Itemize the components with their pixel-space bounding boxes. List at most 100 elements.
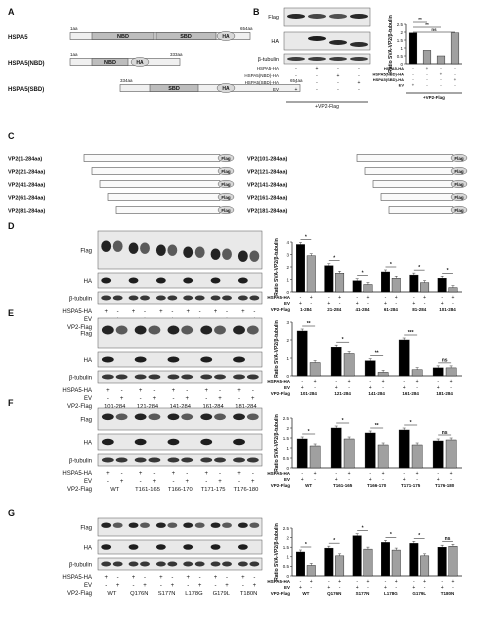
condition-sign: + [198, 583, 202, 589]
significance-mark: * [333, 538, 335, 544]
band [128, 561, 139, 567]
condition-sign: - [238, 479, 240, 485]
condition-sign: + [395, 579, 398, 585]
band [155, 544, 166, 550]
condition-sign: + [412, 585, 415, 591]
category-label: T171-175 [401, 483, 421, 488]
y-tick-label: 0 [286, 466, 289, 471]
condition-sign: - [358, 73, 360, 79]
bar [436, 55, 446, 65]
condition-sign: - [144, 575, 146, 581]
condition-sign: + [327, 301, 330, 307]
condition-sign: - [242, 583, 244, 589]
condition-sign: - [382, 477, 384, 483]
condition-sign: + [225, 583, 229, 589]
band [214, 413, 226, 421]
group-label: S177N [158, 591, 176, 597]
condition-sign: - [300, 295, 302, 301]
condition-sign: - [454, 83, 456, 88]
band [155, 277, 166, 284]
category-label: 161-284 [402, 391, 419, 396]
bar-ev [352, 535, 362, 577]
condition-sign: + [423, 295, 426, 301]
band [101, 325, 114, 335]
panel-label-D: D [8, 221, 15, 231]
condition-sign: - [117, 575, 119, 581]
blot-box [97, 453, 263, 467]
condition-label: HSPA5-HA [257, 66, 279, 71]
condition-sign: + [251, 396, 255, 402]
bar-ev [409, 274, 419, 293]
significance-mark: ** [375, 351, 379, 357]
band [181, 457, 194, 463]
significance-mark: * [362, 271, 364, 277]
bar-hspa5-ha [309, 362, 321, 377]
construct-name: HSPA5(SBD) [8, 87, 44, 93]
domain-label: NBD [104, 60, 116, 66]
construct-end: 333aa [170, 52, 183, 57]
flag-tag-label: Flag [454, 156, 464, 161]
condition-label: HSPA5(NBD)-HA [244, 73, 279, 78]
condition-sign: - [295, 80, 297, 86]
band [183, 277, 194, 284]
condition-sign: - [253, 309, 255, 315]
band [167, 295, 178, 301]
flag-tag-label: Flag [221, 182, 231, 187]
condition-sign: - [358, 66, 360, 72]
domain-box [149, 84, 199, 92]
condition-sign: - [153, 388, 155, 394]
condition-sign: + [358, 80, 361, 86]
condition-sign: + [159, 575, 163, 581]
bar-ev [296, 551, 305, 577]
bar-ev [432, 367, 444, 377]
band [194, 246, 205, 258]
blot-row-label: Flag [80, 249, 92, 255]
band [155, 295, 166, 301]
band [329, 40, 347, 45]
category-label: S177N [356, 591, 370, 596]
condition-label: VP2-Flag [271, 307, 291, 312]
band [200, 438, 213, 446]
condition-sign: + [204, 388, 208, 394]
band [308, 57, 326, 61]
significance-mark: ** [418, 17, 422, 22]
blot-row-label: β-tubulin [69, 563, 92, 569]
condition-sign: - [426, 77, 428, 82]
band [167, 244, 178, 256]
band [210, 544, 221, 550]
condition-sign: + [186, 575, 190, 581]
band [222, 522, 232, 528]
bar [422, 50, 432, 65]
y-tick-label: 0 [286, 374, 289, 379]
band [101, 457, 114, 463]
y-axis-label: Ratio SVA-VP2/β-tubulin [388, 15, 394, 73]
band [214, 457, 226, 463]
condition-sign: - [454, 72, 456, 77]
condition-sign: + [366, 579, 369, 585]
condition-sign: - [215, 583, 217, 589]
condition-sign: + [338, 295, 341, 301]
band [308, 14, 326, 19]
condition-label: EV [84, 396, 92, 402]
band [214, 374, 226, 380]
condition-sign: - [413, 295, 415, 301]
bar-hspa5-ha [363, 284, 373, 293]
flag-tag [217, 166, 235, 176]
significance-mark: * [333, 256, 335, 262]
condition-sign: - [226, 575, 228, 581]
condition-sign: - [367, 301, 369, 307]
bar-hspa5-ha [445, 367, 457, 377]
vp2-bar [107, 193, 221, 201]
bar-hspa5-ha [343, 438, 355, 469]
condition-sign: - [385, 295, 387, 301]
condition-sign: + [356, 585, 359, 591]
significance-mark: * [342, 337, 344, 343]
condition-label: VP2-Flag [67, 325, 92, 331]
condition-label: HSPA5-HA [267, 379, 290, 384]
bar-ev [296, 244, 305, 293]
y-tick-label: 1.5 [397, 38, 404, 43]
condition-label: HSPA5-HA [62, 388, 92, 394]
condition-sign: - [335, 379, 337, 385]
band [101, 413, 114, 421]
condition-sign: + [335, 385, 338, 391]
